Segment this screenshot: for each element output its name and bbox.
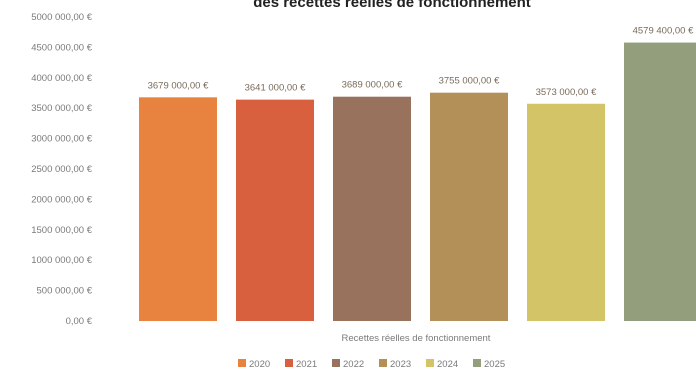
- legend-label-2025: 2025: [484, 359, 505, 370]
- bar-2020: [139, 97, 217, 321]
- legend-swatch-2023: [379, 359, 387, 367]
- y-tick-label: 0,00 €: [66, 316, 93, 327]
- bar-2021: [236, 99, 314, 321]
- chart-title: des recettes réelles de fonctionnement: [253, 0, 531, 11]
- legend-label-2023: 2023: [390, 359, 411, 370]
- bar-2023: [430, 92, 508, 321]
- y-tick-label: 500 000,00 €: [37, 286, 93, 297]
- bar-2024: [527, 103, 605, 321]
- y-tick-label: 2500 000,00 €: [31, 164, 92, 175]
- data-label-2022: 3689 000,00 €: [342, 80, 403, 91]
- bar-2022: [333, 96, 411, 321]
- bar-2025: [624, 42, 696, 321]
- legend-swatch-2025: [473, 359, 481, 367]
- data-label-2024: 3573 000,00 €: [536, 87, 597, 98]
- bars: [139, 42, 696, 321]
- y-tick-label: 4000 000,00 €: [31, 73, 92, 84]
- legend-label-2020: 2020: [249, 359, 270, 370]
- y-tick-label: 4500 000,00 €: [31, 42, 92, 53]
- legend-label-2022: 2022: [343, 359, 364, 370]
- data-label-2023: 3755 000,00 €: [439, 76, 500, 87]
- legend-swatch-2021: [285, 359, 293, 367]
- legend-label-2024: 2024: [437, 359, 458, 370]
- data-labels: 3679 000,00 € 3641 000,00 € 3689 000,00 € 3…: [148, 26, 694, 98]
- legend-swatch-2024: [426, 359, 434, 367]
- y-tick-label: 5000 000,00 €: [31, 12, 92, 23]
- x-axis-label: Recettes réelles de fonctionnement: [342, 333, 491, 344]
- data-label-2021: 3641 000,00 €: [245, 83, 306, 94]
- y-tick-label: 2000 000,00 €: [31, 194, 92, 205]
- data-label-2020: 3679 000,00 €: [148, 80, 209, 91]
- legend-swatch-2020: [238, 359, 246, 367]
- legend-swatch-2022: [332, 359, 340, 367]
- data-label-2025: 4579 400,00 €: [633, 26, 694, 37]
- y-axis: 0,00 € 500 000,00 € 1000 000,00 € 1500 000,…: [31, 12, 92, 327]
- legend: 2020 2021 2022 2023 2024 2025: [238, 359, 505, 370]
- y-tick-label: 1500 000,00 €: [31, 225, 92, 236]
- y-tick-label: 3000 000,00 €: [31, 134, 92, 145]
- y-tick-label: 1000 000,00 €: [31, 255, 92, 266]
- legend-label-2021: 2021: [296, 359, 317, 370]
- y-tick-label: 3500 000,00 €: [31, 103, 92, 114]
